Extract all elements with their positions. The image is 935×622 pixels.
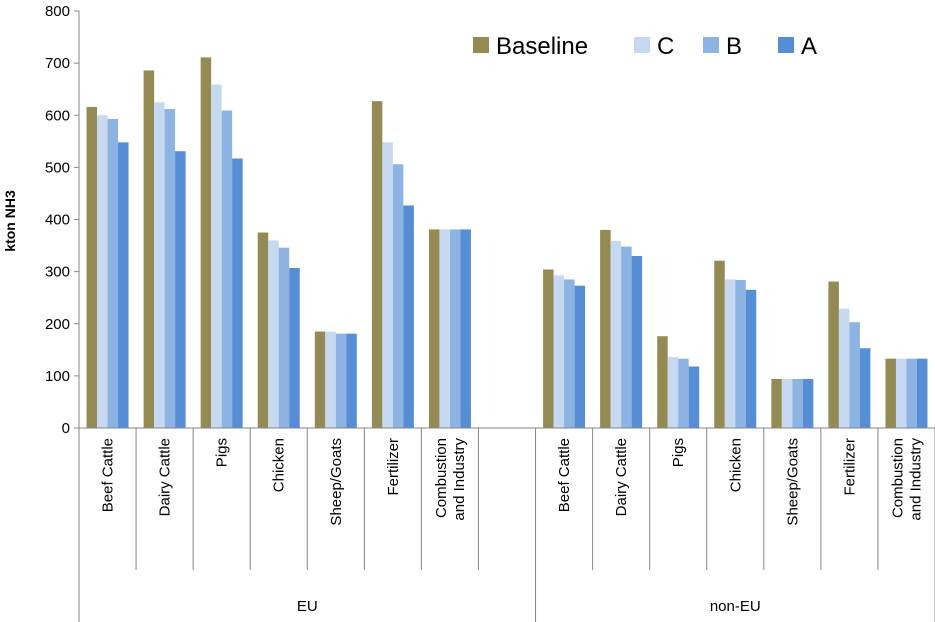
bar-baseline-3 bbox=[257, 232, 269, 428]
bar-c-2 bbox=[211, 84, 222, 428]
bar-baseline-5 bbox=[371, 101, 383, 429]
x-tick-label: Fertilizer bbox=[841, 438, 858, 496]
x-tick-label: Dairy Cattle bbox=[157, 438, 174, 516]
bar-a-14 bbox=[916, 358, 928, 428]
legend-label: B bbox=[726, 33, 742, 60]
group-label: non-EU bbox=[710, 598, 761, 615]
bar-baseline-6 bbox=[428, 229, 440, 428]
y-tick-label: 400 bbox=[45, 212, 70, 229]
bar-b-9 bbox=[621, 246, 632, 428]
bar-a-8 bbox=[574, 285, 586, 428]
bar-b-2 bbox=[221, 110, 233, 428]
bar-b-1 bbox=[164, 108, 176, 429]
y-tick-label: 100 bbox=[45, 368, 70, 385]
x-tick-label: Dairy Cattle bbox=[613, 438, 630, 516]
bar-b-13 bbox=[849, 322, 860, 428]
x-tick-label: Sheep/Goats bbox=[784, 438, 801, 526]
bar-a-1 bbox=[175, 151, 186, 428]
bar-baseline-2 bbox=[200, 57, 212, 429]
bar-a-13 bbox=[859, 348, 871, 428]
legend-label: Baseline bbox=[496, 33, 588, 60]
legend: Baseline C B A bbox=[473, 33, 817, 60]
bar-b-4 bbox=[335, 333, 347, 428]
bar-c-4 bbox=[325, 331, 336, 428]
x-tick-label: Beef Cattle bbox=[100, 438, 117, 512]
bar-a-10 bbox=[688, 366, 700, 428]
legend-swatch bbox=[703, 37, 719, 53]
bar-baseline-0 bbox=[86, 106, 98, 428]
bar-c-6 bbox=[439, 229, 450, 428]
bar-a-12 bbox=[802, 379, 814, 428]
x-tick-label: Beef Cattle bbox=[556, 438, 573, 512]
bar-baseline-11 bbox=[714, 260, 725, 428]
y-tick-label: 300 bbox=[45, 264, 70, 281]
y-tick-label: 0 bbox=[62, 420, 70, 437]
group-label: EU bbox=[297, 598, 318, 615]
bar-baseline-13 bbox=[828, 281, 839, 428]
bar-c-5 bbox=[382, 142, 393, 429]
bar-c-10 bbox=[667, 357, 679, 428]
bar-baseline-12 bbox=[771, 379, 782, 428]
bar-b-11 bbox=[735, 279, 746, 428]
x-axis: Beef Cattle Dairy Cattle Pigs Chicken Sheep/… bbox=[78, 427, 935, 622]
bar-b-3 bbox=[278, 247, 290, 428]
y-axis: 0 100 200 300 400 500 600 700 800 bbox=[45, 3, 80, 437]
x-tick-label: Combustionand Industry bbox=[889, 438, 924, 521]
x-tick-label: Chicken bbox=[727, 438, 744, 492]
legend-label: A bbox=[801, 33, 817, 60]
bar-a-6 bbox=[460, 229, 471, 428]
bars bbox=[86, 57, 928, 429]
bar-b-14 bbox=[906, 358, 917, 428]
bar-a-3 bbox=[289, 267, 300, 428]
bar-baseline-1 bbox=[143, 70, 155, 429]
x-tick-label: Fertilizer bbox=[385, 438, 402, 496]
bar-a-2 bbox=[232, 158, 243, 429]
x-tick-label: Pigs bbox=[214, 438, 231, 467]
bar-c-8 bbox=[553, 275, 565, 428]
bar-b-10 bbox=[678, 358, 689, 428]
bar-c-14 bbox=[895, 358, 907, 428]
bar-baseline-14 bbox=[885, 358, 896, 428]
legend-swatch bbox=[634, 37, 650, 53]
y-tick-label: 600 bbox=[45, 107, 70, 124]
bar-b-12 bbox=[792, 379, 803, 428]
y-axis-label: kton NH3 bbox=[2, 190, 18, 252]
bar-b-5 bbox=[392, 164, 404, 428]
x-tick-label: Pigs bbox=[670, 438, 687, 467]
legend-swatch bbox=[473, 37, 489, 53]
x-tick-label: Chicken bbox=[271, 438, 288, 492]
legend-label: C bbox=[657, 33, 674, 60]
bar-c-12 bbox=[781, 379, 793, 428]
bar-c-13 bbox=[838, 308, 850, 428]
y-tick-label: 200 bbox=[45, 316, 70, 333]
bar-c-3 bbox=[268, 240, 279, 428]
x-tick-label: Sheep/Goats bbox=[328, 438, 345, 526]
bar-b-6 bbox=[449, 229, 461, 428]
bar-a-9 bbox=[631, 255, 643, 428]
bar-baseline-4 bbox=[314, 331, 326, 428]
x-tick-label: Combustionand Industry bbox=[433, 438, 468, 521]
bar-a-5 bbox=[403, 205, 414, 428]
bar-c-11 bbox=[724, 279, 736, 428]
bar-b-0 bbox=[107, 118, 119, 429]
bar-c-9 bbox=[610, 240, 622, 428]
bar-a-0 bbox=[118, 142, 129, 429]
bar-a-11 bbox=[745, 289, 757, 428]
bar-baseline-9 bbox=[600, 229, 611, 428]
y-tick-label: 800 bbox=[45, 3, 70, 20]
bar-c-0 bbox=[97, 115, 108, 428]
bar-b-8 bbox=[564, 279, 575, 428]
bar-c-1 bbox=[154, 102, 165, 428]
bar-a-4 bbox=[346, 333, 357, 428]
legend-swatch bbox=[778, 37, 794, 53]
y-tick-label: 700 bbox=[45, 55, 70, 72]
y-tick-label: 500 bbox=[45, 159, 70, 176]
bar-baseline-10 bbox=[657, 336, 668, 428]
bar-baseline-8 bbox=[543, 269, 554, 428]
